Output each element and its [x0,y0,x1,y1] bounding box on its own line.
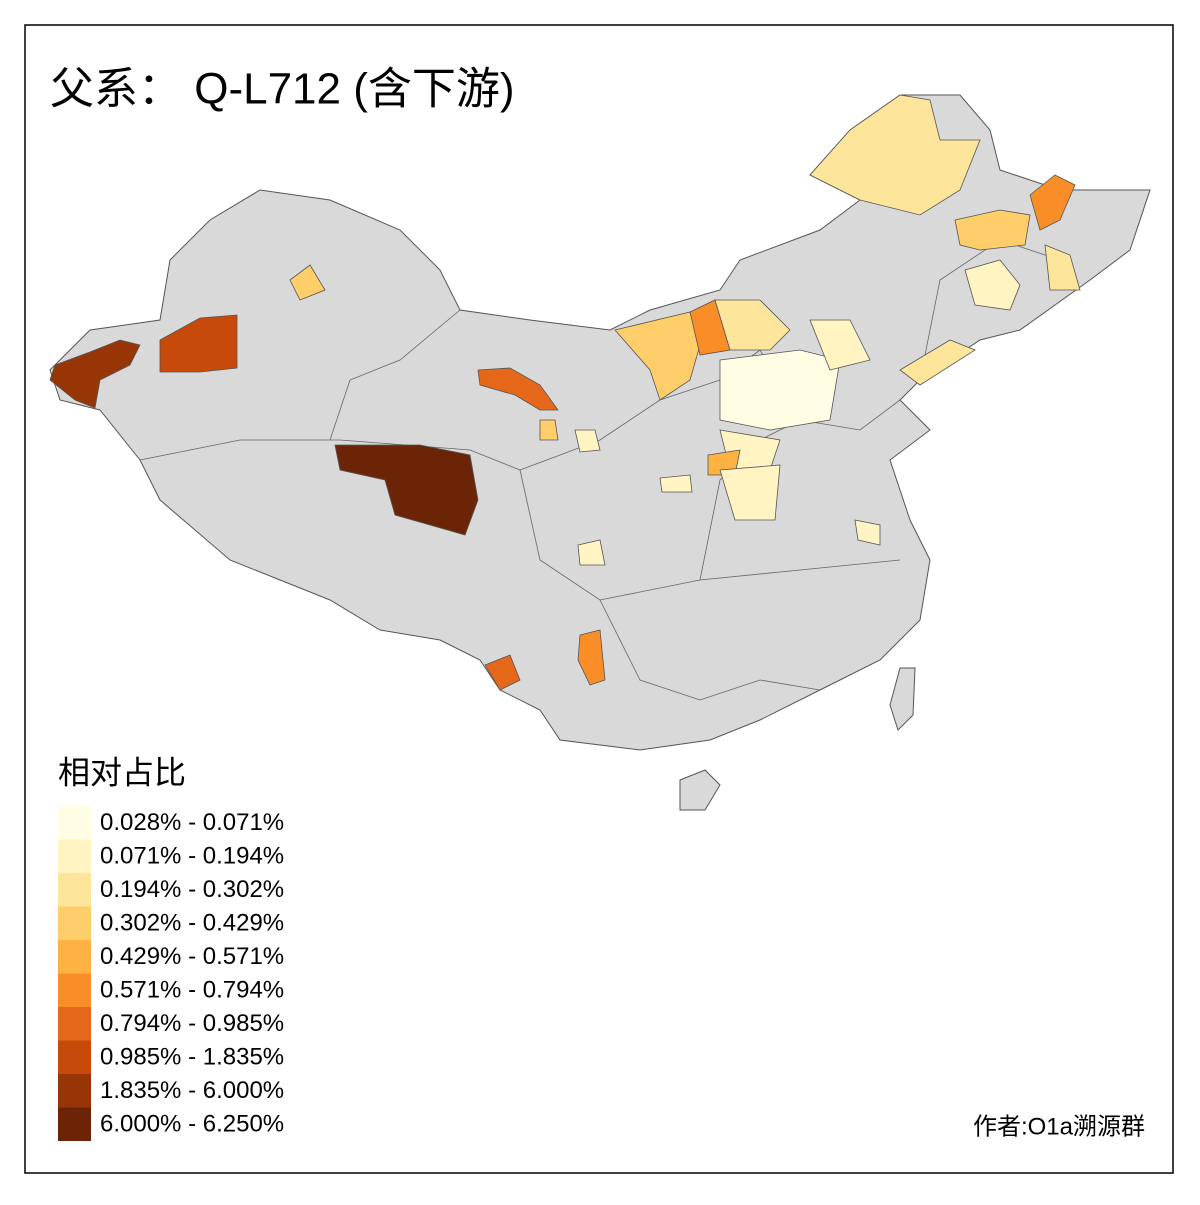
taiwan [889,667,916,731]
region [659,474,693,493]
legend: 0.028% - 0.071% 0.071% - 0.194% 0.194% - 0… [58,806,284,1141]
region [577,629,606,686]
legend-swatch [58,839,91,873]
legend-label: 0.429% - 0.571% [100,943,284,970]
region [964,259,1021,311]
legend-swatch [58,1040,91,1074]
region [899,339,976,386]
region [719,349,841,431]
region [719,464,781,521]
hainan [679,769,721,811]
credit: 作者:O1a溯源群 [973,1113,1145,1140]
region [714,299,791,351]
region [809,94,981,216]
region [1029,174,1076,231]
legend-label: 0.028% - 0.071% [100,809,284,836]
legend-label: 0.194% - 0.302% [100,876,284,903]
legend-swatch [58,973,91,1007]
legend-title: 相对占比 [58,754,186,790]
region [854,519,881,546]
title: 父系： Q-L712 (含下游) [50,65,515,114]
legend-label: 1.835% - 6.000% [100,1077,284,1104]
region [159,314,238,373]
legend-label: 0.071% - 0.194% [100,843,284,870]
region [809,319,871,371]
legend-swatch [58,940,91,974]
region [577,539,606,566]
region [539,419,559,441]
regions [49,94,1081,691]
legend-swatch [58,1107,91,1141]
legend-swatch [58,873,91,907]
legend-swatch [58,1007,91,1041]
legend-swatch [58,906,91,940]
legend-label: 6.000% - 6.250% [100,1111,284,1138]
region [1044,244,1081,291]
region [574,429,601,453]
region [477,367,559,411]
legend-label: 0.794% - 0.985% [100,1010,284,1037]
region [289,264,326,301]
legend-label: 0.571% - 0.794% [100,977,284,1004]
legend-label: 0.302% - 0.429% [100,910,284,937]
region [49,339,141,409]
region [954,209,1031,251]
region [334,444,479,536]
legend-label: 0.985% - 1.835% [100,1044,284,1071]
legend-swatch [58,806,91,840]
legend-swatch [58,1074,91,1108]
china-outline [49,94,1151,751]
region [484,654,521,691]
